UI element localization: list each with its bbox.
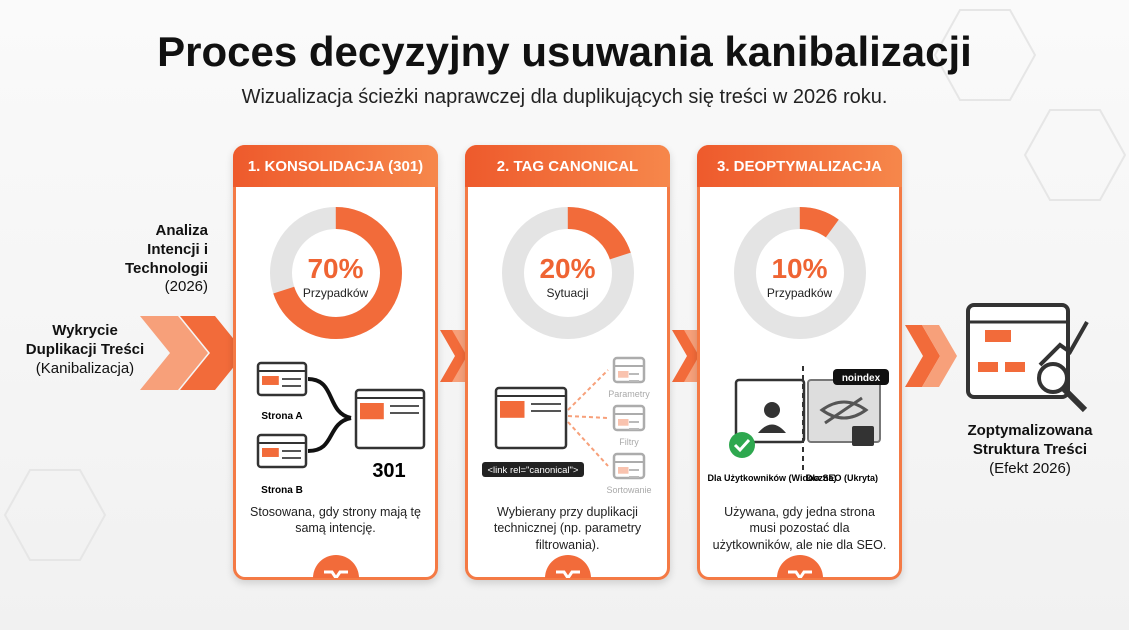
analysis: Analiza Intencji i Technologii (2026) bbox=[110, 222, 208, 297]
icon-label: Strona B bbox=[261, 485, 303, 496]
panel-title: 1. KONSOLIDACJA (301) bbox=[233, 145, 438, 187]
result: Zoptymalizowana Struktura Treści (Efekt 2… bbox=[950, 422, 1110, 478]
donut-arc bbox=[502, 207, 634, 339]
analysis-note: (2026) bbox=[164, 278, 208, 296]
panel-title: 3. DEOPTYMALIZACJA bbox=[697, 145, 902, 187]
panel-icon bbox=[545, 555, 591, 578]
icon-label: Dla Użytkowników (Widoczna) bbox=[708, 473, 837, 483]
icon-label: Dla SEO (Ukryta) bbox=[806, 473, 878, 483]
panel-graphics: <link rel="canonical"> Parametry Filtry Sor… bbox=[482, 207, 652, 578]
detection: Wykrycie Duplikacji Treści (Kanibalizacja… bbox=[20, 322, 150, 378]
detection-note: (Kanibalizacja) bbox=[35, 359, 135, 377]
panel-graphics: noindex Dla Użytkowników (Widoczna)Dla SE… bbox=[708, 207, 889, 578]
panel-description: Stosowana, gdy strony mają tę samą inten… bbox=[250, 505, 421, 536]
percent-label: 70% bbox=[307, 253, 364, 284]
donut-arc bbox=[270, 207, 402, 339]
percent-label: 10% bbox=[771, 253, 828, 284]
hexagons bbox=[3, 9, 1127, 561]
result-icon bbox=[966, 303, 1089, 413]
subtitle: Wizualizacja ścieżki naprawczej dla dupl… bbox=[241, 86, 888, 108]
detection-label: Wykrycie Duplikacji Treści bbox=[25, 322, 145, 358]
panel-icon bbox=[313, 555, 359, 578]
icon-label: noindex bbox=[842, 373, 881, 384]
panel-title: 2. TAG CANONICAL bbox=[465, 145, 670, 187]
result-note: (Efekt 2026) bbox=[989, 459, 1071, 477]
icon-label: Strona A bbox=[261, 411, 302, 422]
icon-label: 301 bbox=[372, 460, 405, 482]
percent-caption: Przypadków bbox=[302, 286, 369, 300]
result-label: Zoptymalizowana Struktura Treści bbox=[967, 422, 1093, 458]
icon-label: Sortowanie bbox=[606, 485, 651, 495]
panel-icon bbox=[777, 555, 823, 578]
panel: 3. DEOPTYMALIZACJA noindex Dla Użytkownik… bbox=[697, 145, 902, 580]
percent-caption: Przypadków bbox=[766, 286, 833, 300]
percent-label: 20% bbox=[539, 253, 596, 284]
icon-label: Filtry bbox=[619, 437, 639, 447]
percent-caption: Sytuacji bbox=[546, 286, 589, 300]
entry-chevrons bbox=[140, 316, 245, 390]
analysis-label: Analiza Intencji i Technologii bbox=[124, 222, 208, 277]
panel: 1. KONSOLIDACJA (301) Strona A Strona B 30… bbox=[233, 145, 438, 580]
panel: 2. TAG CANONICAL <link rel="canonical"> P… bbox=[465, 145, 670, 580]
icon-label: <link rel="canonical"> bbox=[488, 465, 579, 476]
panel-description: Wybierany przy duplikacji technicznej (n… bbox=[493, 505, 642, 552]
icon-label: Parametry bbox=[608, 389, 650, 399]
title: Proces decyzyjny usuwania kanibalizacji bbox=[157, 28, 972, 75]
donut-arc bbox=[734, 207, 866, 339]
panel-description: Używana, gdy jedna strona musi pozostać … bbox=[712, 505, 887, 552]
panel-graphics: Strona A Strona B 301 bbox=[256, 207, 426, 578]
